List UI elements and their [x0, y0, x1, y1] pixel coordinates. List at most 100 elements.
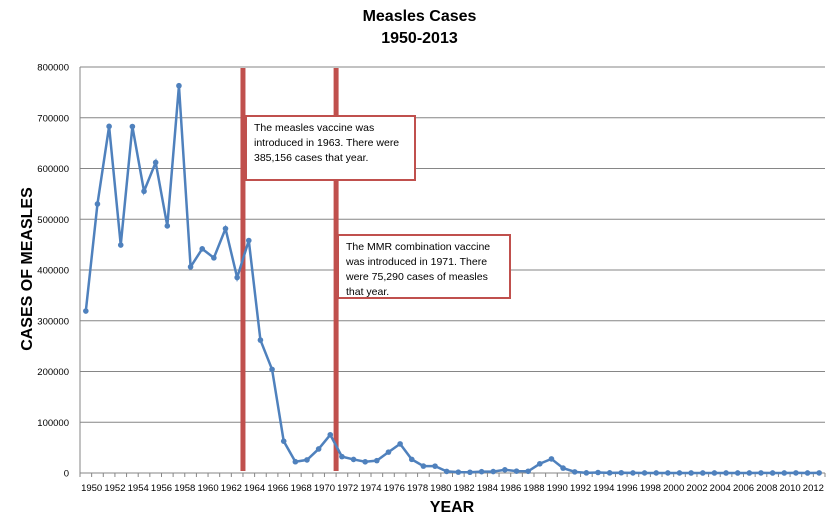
annotation-mmr-1971: The MMR combination vaccine was introduc…: [337, 234, 511, 299]
data-point: [199, 246, 206, 252]
x-tick-label: 1982: [454, 483, 475, 494]
x-tick-label: 1998: [640, 483, 661, 494]
data-point: [502, 467, 508, 473]
data-point: [315, 446, 322, 452]
data-point: [211, 255, 217, 261]
data-point: [676, 470, 683, 476]
data-point: [560, 465, 566, 471]
chart-subtitle: 1950-2013: [381, 30, 458, 47]
x-tick-label: 1980: [430, 483, 451, 494]
y-tick-label: 800000: [37, 63, 69, 74]
data-point: [595, 469, 601, 476]
x-tick-label: 1972: [337, 483, 358, 494]
x-tick-label: 1970: [314, 483, 335, 494]
data-point: [152, 159, 159, 166]
x-tick-label: 1978: [407, 483, 428, 494]
data-point: [164, 223, 171, 229]
data-point: [327, 431, 334, 438]
x-tick-label: 1994: [593, 483, 614, 494]
data-point: [420, 463, 427, 469]
data-point: [304, 457, 310, 463]
x-tick-label: 2010: [780, 483, 801, 494]
y-tick-label: 100000: [37, 418, 69, 429]
data-point: [630, 470, 636, 476]
data-point: [222, 225, 229, 232]
x-tick-label: 1986: [500, 483, 521, 494]
x-tick-label: 2008: [756, 483, 777, 494]
data-point: [269, 366, 275, 373]
data-point: [141, 188, 147, 195]
data-point: [537, 460, 543, 467]
data-point: [362, 458, 368, 465]
data-point: [781, 470, 788, 476]
y-tick-label: 400000: [37, 266, 69, 277]
data-point: [292, 458, 299, 465]
data-point: [688, 470, 694, 476]
data-point: [525, 468, 531, 475]
data-point: [94, 201, 101, 207]
data-point: [793, 470, 799, 476]
data-point: [385, 449, 392, 455]
x-tick-label: 1964: [244, 483, 265, 494]
x-tick-label: 1956: [151, 483, 172, 494]
data-point: [746, 470, 753, 476]
data-point: [513, 468, 520, 474]
y-tick-label: 300000: [37, 316, 69, 327]
x-tick-label: 1996: [617, 483, 638, 494]
x-tick-label: 2000: [663, 483, 684, 494]
data-point: [606, 470, 613, 476]
data-point: [443, 468, 450, 475]
x-tick-label: 1990: [547, 483, 568, 494]
data-point: [711, 470, 718, 476]
x-tick-label: 1962: [221, 483, 242, 494]
x-tick-label: 1984: [477, 483, 498, 494]
data-point: [106, 123, 112, 130]
x-tick-label: 1958: [174, 483, 195, 494]
x-tick-label: 1988: [523, 483, 544, 494]
data-point: [350, 456, 357, 463]
x-tick-label: 1992: [570, 483, 591, 494]
data-point: [257, 337, 264, 343]
series-line: [84, 85, 820, 475]
x-tick-label: 1960: [197, 483, 218, 494]
data-point: [176, 82, 182, 89]
data-point: [723, 470, 729, 476]
data-point: [467, 469, 473, 476]
data-point: [816, 470, 822, 476]
y-tick-label: 0: [64, 469, 69, 480]
data-point: [478, 468, 485, 475]
data-point: [804, 470, 811, 476]
x-tick-label: 1950: [81, 483, 102, 494]
y-tick-label: 200000: [37, 367, 69, 378]
data-point: [397, 441, 403, 447]
x-tick-label: 1966: [267, 483, 288, 494]
data-point: [548, 456, 555, 462]
x-tick-label: 2004: [710, 483, 731, 494]
data-point: [245, 237, 252, 244]
data-point: [280, 438, 287, 444]
data-point: [432, 463, 438, 469]
x-tick-label: 1976: [384, 483, 405, 494]
data-point: [571, 469, 578, 475]
data-point: [83, 308, 89, 314]
data-point: [339, 453, 345, 460]
data-point: [408, 456, 415, 463]
x-tick-label: 1974: [360, 483, 381, 494]
data-point: [618, 469, 625, 476]
data-point: [641, 470, 648, 476]
data-point: [129, 123, 136, 130]
data-point: [583, 470, 590, 476]
x-tick-label: 2002: [686, 483, 707, 494]
data-point: [699, 470, 706, 476]
data-point: [653, 470, 660, 476]
data-point: [490, 468, 497, 475]
x-tick-label: 2006: [733, 483, 754, 494]
y-tick-label: 700000: [37, 113, 69, 124]
y-tick-label: 500000: [37, 215, 69, 226]
data-point: [758, 470, 764, 476]
x-tick-label: 2012: [803, 483, 824, 494]
data-point: [734, 470, 741, 476]
annotation-vaccine-1963: The measles vaccine was introduced in 19…: [245, 115, 416, 181]
data-point: [455, 469, 462, 475]
